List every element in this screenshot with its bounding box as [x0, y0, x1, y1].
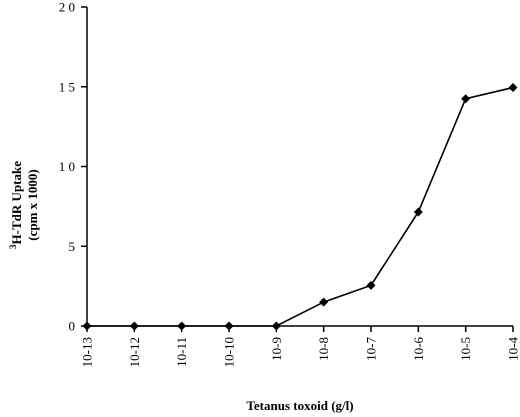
y-tick-label: 0	[69, 319, 76, 334]
x-tick-label: 10-9	[269, 337, 284, 361]
x-tick-label: 10-10	[222, 337, 237, 367]
y-axis-ticks: 0 5 1 0 1 5 2 0	[59, 0, 87, 334]
x-axis-ticks: 10-13 10-12 10-11 10-10 10-9 10-8 10-7 10-6 10-5…	[80, 326, 520, 367]
data-point-marker	[461, 94, 471, 104]
y-axis-title-superscript: 3	[8, 244, 18, 249]
y-tick-label: 2 0	[59, 0, 75, 15]
data-point-marker	[224, 321, 234, 331]
data-point-marker	[508, 83, 518, 93]
data-point-marker	[82, 321, 92, 331]
data-point-marker	[129, 321, 139, 331]
y-tick-label: 1 5	[59, 79, 75, 94]
x-tick-label: 10-13	[80, 337, 95, 367]
x-tick-label: 10-12	[127, 337, 142, 367]
series-line	[87, 86, 514, 327]
x-tick-label: 10-8	[316, 337, 331, 361]
data-point-marker	[177, 321, 187, 331]
x-tick-label: 10-4	[506, 337, 520, 361]
data-point-marker	[319, 297, 329, 307]
x-tick-label: 10-6	[411, 337, 426, 361]
y-axis-title-line1: 3H-TdR Uptake	[8, 161, 24, 249]
series-group	[82, 83, 518, 331]
axes	[86, 7, 513, 327]
x-tick-label: 10-11	[174, 337, 189, 367]
y-tick-label: 1 0	[59, 159, 75, 174]
x-tick-label: 10-5	[458, 337, 473, 361]
data-point-marker	[366, 280, 376, 290]
data-point-marker	[271, 321, 281, 331]
data-point-marker	[413, 207, 423, 217]
y-axis-title-line2: (cpm x 1000)	[25, 169, 40, 241]
x-tick-label: 10-7	[364, 337, 379, 361]
y-axis-title-text: H-TdR Uptake	[9, 161, 24, 245]
y-tick-label: 5	[69, 239, 76, 254]
x-axis-title: Tetanus toxoid (g/l)	[246, 398, 353, 413]
